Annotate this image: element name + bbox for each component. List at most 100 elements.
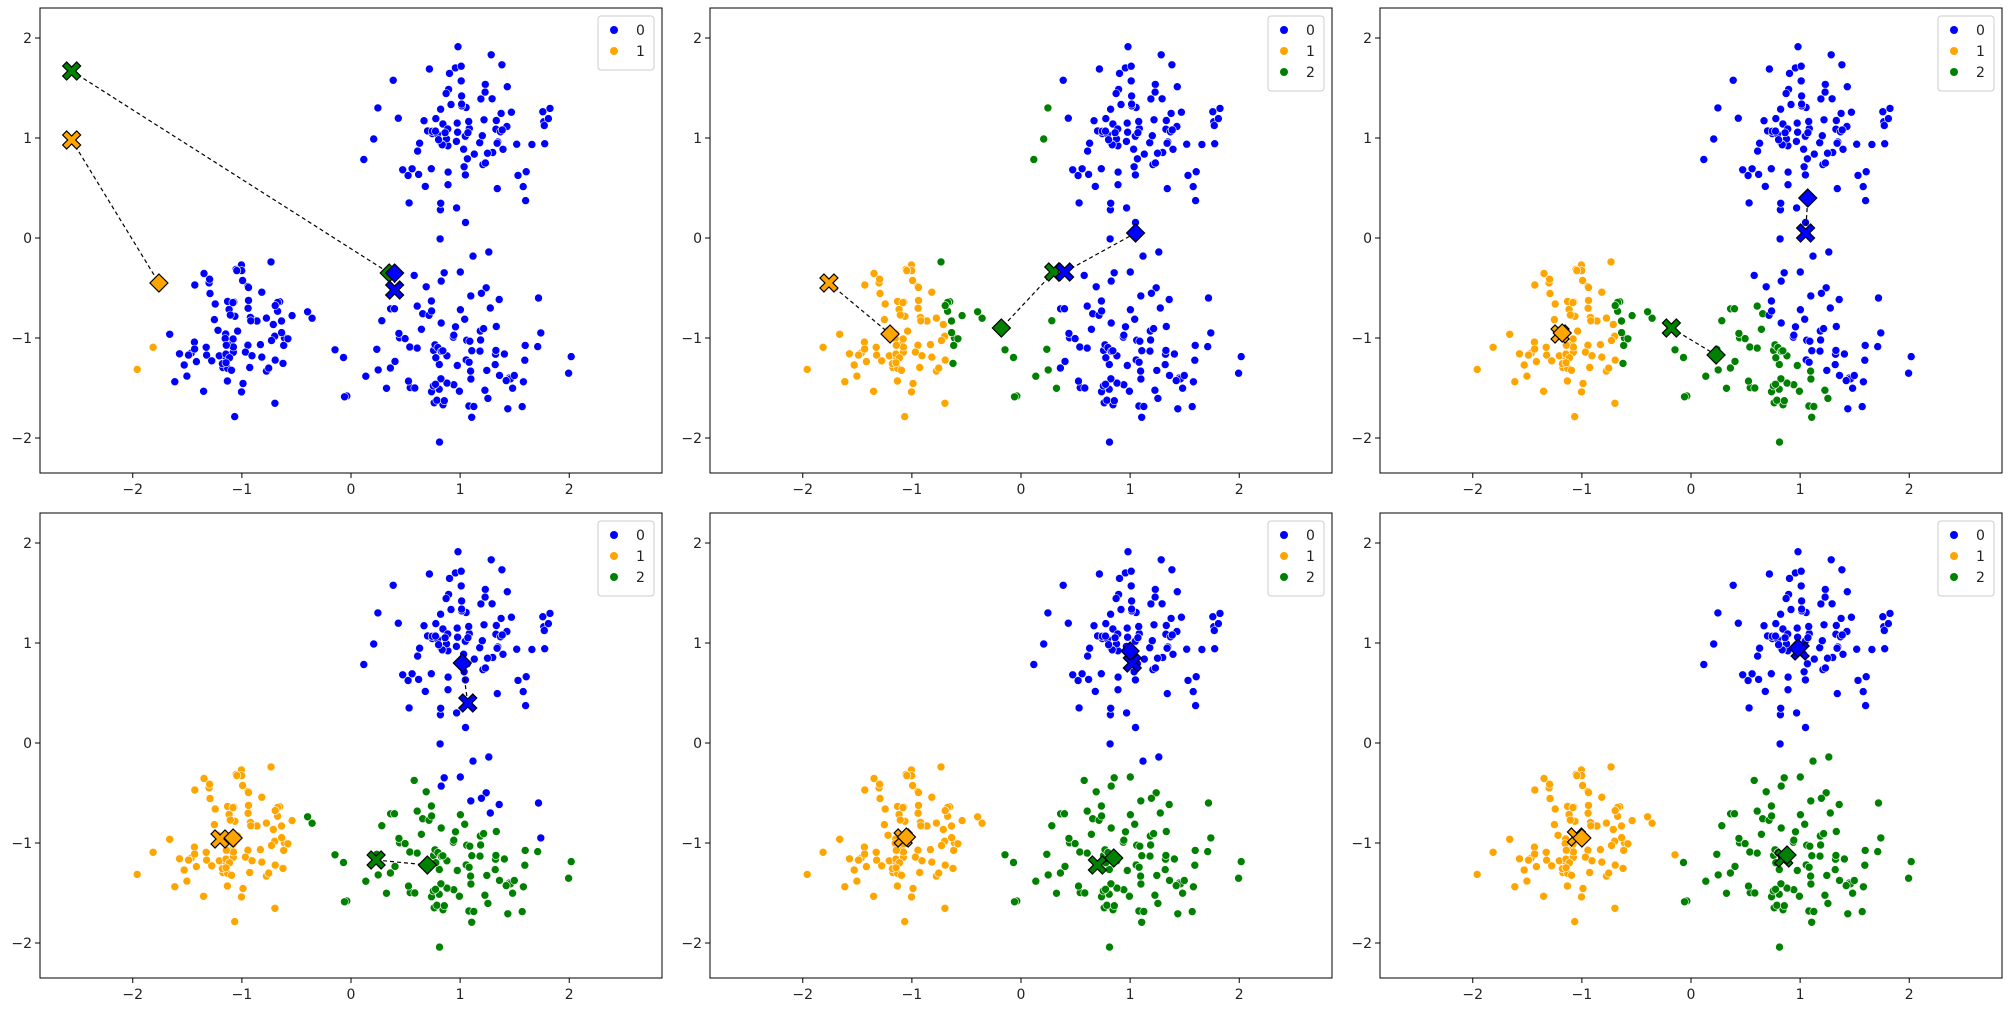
data-point-cluster-1 bbox=[283, 839, 293, 849]
y-tick-label: 0 bbox=[1363, 231, 1372, 247]
data-point-cluster-0 bbox=[459, 162, 469, 172]
data-point-cluster-0 bbox=[205, 274, 214, 284]
data-point-cluster-0 bbox=[466, 366, 475, 376]
data-point-cluster-2 bbox=[1873, 847, 1882, 856]
data-point-cluster-1 bbox=[1530, 280, 1540, 290]
data-point-cluster-0 bbox=[1803, 633, 1813, 643]
data-point-cluster-2 bbox=[390, 809, 399, 819]
subplot-5: −2 −1 0 1 2 −2 −1 0 1 2 0 1 2 bbox=[681, 512, 1333, 1003]
data-point-cluster-2 bbox=[1809, 402, 1819, 411]
data-point-cluster-2 bbox=[495, 876, 504, 885]
data-point-cluster-2 bbox=[533, 847, 543, 856]
data-point-cluster-1 bbox=[1647, 818, 1657, 828]
data-point-cluster-2 bbox=[1680, 392, 1689, 402]
data-point-cluster-0 bbox=[1177, 612, 1186, 622]
data-point-cluster-1 bbox=[898, 803, 908, 812]
data-point-cluster-0 bbox=[484, 247, 494, 257]
data-point-cluster-2 bbox=[1776, 781, 1786, 791]
data-point-cluster-0 bbox=[1178, 383, 1187, 393]
data-point-cluster-0 bbox=[427, 296, 436, 306]
legend-label-1: 1 bbox=[1306, 44, 1315, 60]
data-point-cluster-0 bbox=[182, 371, 192, 381]
data-point-cluster-0 bbox=[1105, 360, 1114, 369]
data-point-cluster-2 bbox=[1178, 888, 1187, 898]
data-point-cluster-1 bbox=[835, 329, 845, 339]
data-point-cluster-0 bbox=[439, 396, 449, 406]
data-point-cluster-0 bbox=[244, 283, 253, 292]
data-point-cluster-0 bbox=[469, 654, 479, 664]
data-point-cluster-0 bbox=[1876, 328, 1886, 338]
data-point-cluster-1 bbox=[1550, 299, 1560, 309]
data-point-cluster-2 bbox=[1752, 343, 1762, 353]
data-point-cluster-0 bbox=[179, 360, 189, 370]
centroid-new-marker-0 bbox=[1797, 188, 1818, 208]
data-point-cluster-1 bbox=[908, 379, 918, 388]
data-point-cluster-0 bbox=[1106, 199, 1115, 208]
data-point-cluster-0 bbox=[415, 138, 424, 148]
data-point-cluster-1 bbox=[1530, 785, 1540, 795]
data-point-cluster-1 bbox=[869, 386, 878, 396]
data-point-cluster-1 bbox=[877, 861, 887, 871]
data-point-cluster-0 bbox=[413, 651, 422, 661]
data-point-cluster-2 bbox=[421, 787, 431, 797]
data-point-cluster-2 bbox=[303, 812, 312, 822]
data-point-cluster-1 bbox=[852, 876, 862, 886]
data-point-cluster-1 bbox=[1547, 861, 1556, 871]
data-point-cluster-0 bbox=[1709, 639, 1718, 649]
data-point-cluster-1 bbox=[1532, 862, 1541, 871]
data-point-cluster-0 bbox=[453, 42, 463, 52]
data-point-cluster-0 bbox=[1838, 145, 1848, 154]
data-point-cluster-2 bbox=[1793, 866, 1802, 875]
data-point-cluster-0 bbox=[1878, 107, 1888, 116]
data-point-cluster-1 bbox=[1581, 852, 1590, 862]
data-point-cluster-0 bbox=[1796, 267, 1805, 277]
data-point-cluster-1 bbox=[802, 870, 812, 879]
data-point-cluster-1 bbox=[1604, 363, 1613, 373]
data-point-cluster-0 bbox=[477, 131, 487, 140]
data-point-cluster-1 bbox=[854, 855, 863, 865]
data-point-cluster-1 bbox=[1522, 876, 1532, 886]
data-point-cluster-0 bbox=[477, 288, 486, 298]
data-point-cluster-0 bbox=[1131, 675, 1140, 685]
data-point-cluster-2 bbox=[1776, 374, 1786, 384]
data-point-cluster-0 bbox=[477, 793, 486, 803]
data-point-cluster-0 bbox=[480, 80, 490, 89]
data-point-cluster-2 bbox=[1190, 860, 1200, 870]
data-point-cluster-0 bbox=[221, 358, 231, 368]
data-point-cluster-2 bbox=[1109, 773, 1119, 783]
data-point-cluster-1 bbox=[940, 903, 950, 913]
data-point-cluster-2 bbox=[409, 776, 419, 785]
data-point-cluster-2 bbox=[1752, 848, 1762, 858]
legend-marker-1 bbox=[1280, 47, 1288, 55]
data-point-cluster-2 bbox=[936, 257, 946, 267]
data-point-cluster-0 bbox=[1154, 247, 1164, 257]
data-point-cluster-0 bbox=[475, 346, 485, 356]
data-point-cluster-1 bbox=[938, 825, 948, 834]
y-tick-label: 0 bbox=[693, 736, 702, 752]
data-point-cluster-0 bbox=[1173, 404, 1183, 414]
data-point-cluster-1 bbox=[860, 280, 870, 290]
data-point-cluster-2 bbox=[1110, 901, 1119, 911]
data-point-cluster-2 bbox=[1806, 374, 1816, 384]
data-point-cluster-1 bbox=[1670, 850, 1680, 860]
data-point-cluster-0 bbox=[1177, 107, 1186, 117]
data-point-cluster-0 bbox=[451, 322, 460, 332]
data-point-cluster-0 bbox=[1134, 622, 1143, 631]
data-point-cluster-0 bbox=[1157, 94, 1167, 104]
data-point-cluster-2 bbox=[1841, 881, 1851, 890]
data-point-cluster-1 bbox=[199, 891, 208, 901]
data-point-cluster-0 bbox=[1084, 170, 1093, 179]
data-point-cluster-1 bbox=[883, 830, 893, 840]
data-point-cluster-0 bbox=[1728, 580, 1738, 590]
data-point-cluster-2 bbox=[1807, 851, 1817, 861]
data-point-cluster-1 bbox=[849, 360, 859, 370]
data-point-cluster-1 bbox=[1610, 398, 1620, 408]
data-point-cluster-1 bbox=[1472, 365, 1482, 374]
x-tick-label: 2 bbox=[1905, 482, 1914, 498]
data-point-cluster-0 bbox=[1210, 121, 1219, 130]
legend-marker-1 bbox=[1280, 552, 1288, 560]
data-point-cluster-0 bbox=[233, 326, 242, 336]
data-point-cluster-2 bbox=[1806, 871, 1815, 881]
data-point-cluster-1 bbox=[1541, 342, 1551, 352]
data-point-cluster-0 bbox=[1095, 64, 1104, 74]
